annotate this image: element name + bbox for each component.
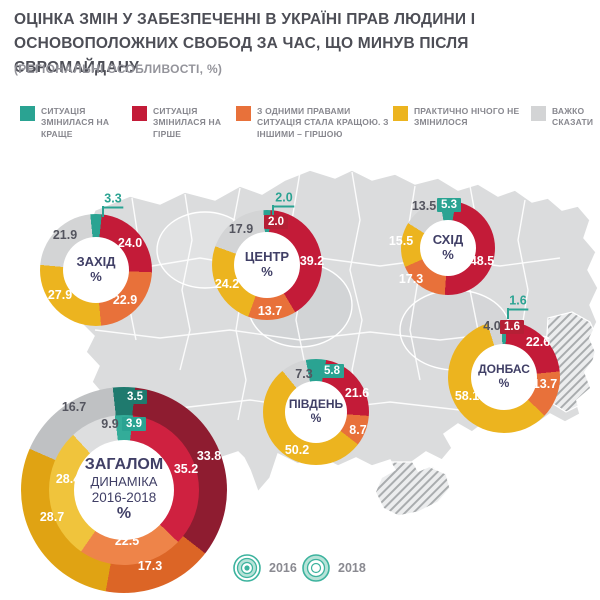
segment-value-label: 4.0	[483, 319, 501, 333]
label-connector-line	[272, 205, 274, 216]
legend-swatch-yellow	[393, 106, 408, 121]
inner-ring-icon	[233, 554, 261, 582]
segment-value-label: 8.7	[349, 423, 367, 437]
segment-value-label: 58.1	[454, 389, 480, 403]
legend-item-better: СИТУАЦІЯ ЗМІНИЛАСЯ НА КРАЩЕ	[20, 106, 120, 140]
page-subtitle: (РЕГІОНАЛЬНІ ОСОБЛИВОСТІ, %)	[14, 62, 223, 76]
donut-hole-zahid: ЗАХІД%	[63, 237, 129, 303]
region-unit: %	[261, 264, 273, 279]
ring-year-label: 2016	[269, 561, 297, 575]
overall-unit: %	[116, 505, 132, 523]
segment-value-label: 2.0	[264, 215, 288, 229]
overall-period: 2016-2018	[91, 489, 157, 505]
overall-subtitle: ДИНАМІКА	[90, 473, 158, 489]
donut-hole-donbas: ДОНБАС%	[471, 344, 537, 410]
region-unit: %	[442, 247, 454, 262]
donut-hole-zagalom: ЗАГАЛОМ ДИНАМІКА 2016-2018%	[74, 440, 174, 540]
segment-value-label: 2.0	[273, 191, 295, 208]
segment-value-label: 17.3	[398, 272, 424, 286]
segment-value-label: 21.6	[344, 386, 370, 400]
region-name: ЗАХІД	[76, 254, 116, 270]
segment-value-label: 21.9	[52, 228, 78, 242]
legend-item-hard-to-say: ВАЖКО СКАЗАТИ	[531, 106, 597, 129]
ring-legend-2018: 2018	[299, 551, 366, 585]
segment-value-label: 3.5	[123, 390, 147, 404]
segment-value-label: 5.3	[437, 198, 461, 212]
legend-label: ВАЖКО СКАЗАТИ	[552, 106, 594, 128]
segment-value-label: 1.6	[500, 320, 524, 334]
segment-value-label: 1.6	[507, 294, 529, 311]
page-title: ОЦІНКА ЗМІН У ЗАБЕЗПЕЧЕННІ В УКРАЇНІ ПРА…	[14, 8, 592, 80]
legend-label: СИТУАЦІЯ ЗМІНИЛАСЯ НА ГІРШЕ	[153, 106, 222, 139]
region-unit: %	[90, 269, 102, 284]
label-connector-line	[507, 308, 509, 319]
region-name: ЦЕНТР	[244, 249, 290, 265]
segment-value-label: 39.2	[299, 254, 325, 268]
label-connector-line	[102, 206, 104, 217]
legend-item-mixed: З ОДНИМИ ПРАВАМИ СИТУАЦІЯ СТАЛА КРАЩОЮ. …	[236, 106, 396, 140]
segment-value-label: 7.3	[295, 367, 313, 381]
segment-value-label: 13.5	[411, 199, 437, 213]
legend-item-nothing: ПРАКТИЧНО НІЧОГО НЕ ЗМІНИЛОСЯ	[393, 106, 523, 129]
region-unit: %	[310, 411, 322, 425]
donut-hole-skhid: СХІД%	[420, 220, 476, 276]
ring-legend-2016: 2016	[230, 551, 297, 585]
title-line1: ОЦІНКА ЗМІН У ЗАБЕЗПЕЧЕННІ В УКРАЇНІ ПРА…	[14, 11, 476, 28]
segment-value-label: 15.5	[388, 234, 414, 248]
region-unit: %	[498, 376, 510, 390]
segment-value-label: 50.2	[284, 443, 310, 457]
segment-value-label: 28.7	[39, 510, 65, 524]
donut-hole-pivden: ПІВДЕНЬ%	[285, 381, 347, 443]
legend-swatch-red	[132, 106, 147, 121]
segment-value-label: 17.3	[137, 559, 163, 573]
title-line2: ОСНОВОПОЛОЖНИХ СВОБОД ЗА ЧАС, ЩО МИНУВ П…	[14, 35, 469, 77]
donut-hole-centr: ЦЕНТР%	[234, 232, 300, 298]
segment-value-label: 9.9	[101, 417, 119, 431]
outer-ring-icon	[302, 554, 330, 582]
segment-value-label: 3.3	[102, 192, 124, 209]
segment-value-label: 22.9	[112, 293, 138, 307]
segment-value-label: 27.9	[47, 288, 73, 302]
segment-value-label: 13.7	[532, 377, 558, 391]
overall-name: ЗАГАЛОМ	[84, 456, 164, 474]
segment-value-label: 35.2	[173, 462, 199, 476]
segment-value-label: 13.7	[257, 304, 283, 318]
segment-value-label: 16.7	[61, 400, 87, 414]
legend-label: З ОДНИМИ ПРАВАМИ СИТУАЦІЯ СТАЛА КРАЩОЮ. …	[257, 106, 389, 139]
region-name: ПІВДЕНЬ	[288, 397, 344, 412]
segment-value-label: 28.4	[55, 472, 81, 486]
legend-item-worse: СИТУАЦІЯ ЗМІНИЛАСЯ НА ГІРШЕ	[132, 106, 237, 140]
segment-value-label: 3.9	[122, 417, 146, 431]
legend-label: ПРАКТИЧНО НІЧОГО НЕ ЗМІНИЛОСЯ	[414, 106, 520, 128]
region-name: СХІД	[432, 232, 464, 248]
legend-label: СИТУАЦІЯ ЗМІНИЛАСЯ НА КРАЩЕ	[41, 106, 110, 139]
legend-swatch-teal	[20, 106, 35, 121]
segment-value-label: 24.2	[214, 277, 240, 291]
segment-value-label: 22.5	[114, 534, 140, 548]
segment-value-label: 5.8	[320, 364, 344, 378]
segment-value-label: 17.9	[228, 222, 254, 236]
segment-value-label: 22.6	[525, 335, 551, 349]
segment-value-label: 48.5	[469, 254, 495, 268]
segment-value-label: 33.8	[196, 449, 222, 463]
segment-value-label: 24.0	[117, 236, 143, 250]
legend-swatch-orange	[236, 106, 251, 121]
ring-year-label: 2018	[338, 561, 366, 575]
legend-swatch-gray	[531, 106, 546, 121]
region-name: ДОНБАС	[478, 362, 530, 377]
